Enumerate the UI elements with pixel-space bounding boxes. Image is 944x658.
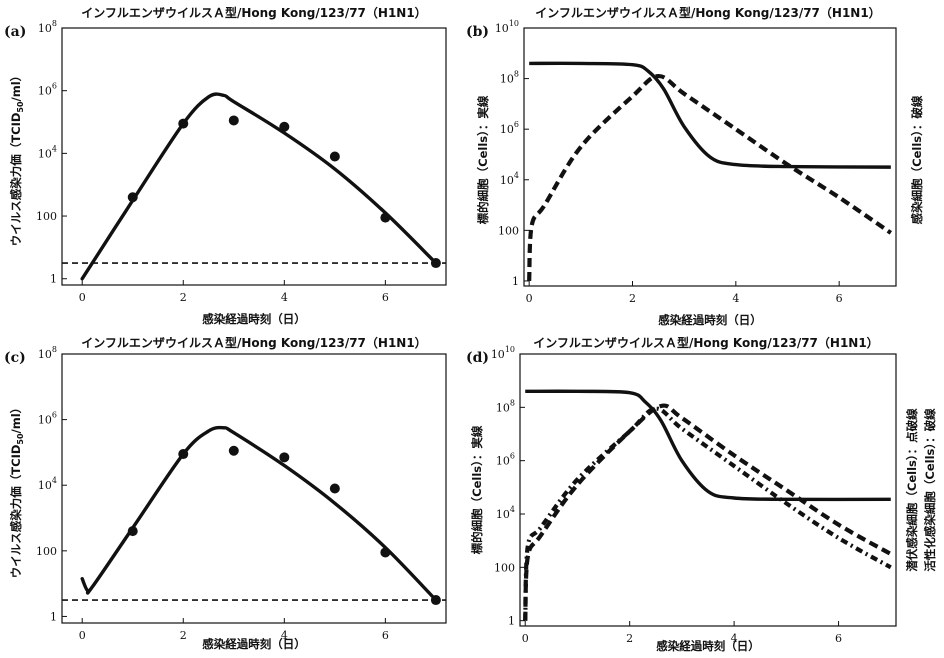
data-point (127, 192, 138, 203)
panel-d: (d) インフルエンザウイルスＡ型/Hong Kong/123/77（H1N1）… (466, 335, 937, 653)
panel-d-frame (519, 353, 897, 627)
y-tick-label: 100 (36, 545, 57, 558)
panel-b-plot: 0 2 4 6 1 100 104 106 108 1010 (495, 19, 893, 305)
panel-c-frame (61, 353, 447, 624)
y-tick-label: 106 (496, 452, 515, 468)
data-point (228, 115, 239, 126)
panel-a: (a) インフルエンザウイルスＡ型/Hong Kong/123/77（H1N1）… (4, 5, 447, 326)
y-tick-label: 104 (500, 171, 519, 187)
x-tick-label: 6 (382, 629, 389, 642)
y-tick-label: 106 (500, 120, 519, 136)
panel-b-xlabel: 感染経過時刻（日） (658, 313, 762, 327)
y-tick-label: 100 (494, 561, 515, 574)
data-point (430, 258, 441, 269)
series-line-dashdot (523, 406, 892, 621)
panel-b-title: インフルエンザウイルスＡ型/Hong Kong/123/77（H1N1） (535, 5, 880, 20)
data-point (127, 526, 138, 537)
panel-label-a: (a) (4, 24, 26, 40)
x-tick-label: 2 (180, 291, 187, 304)
y-tick-label: 1 (508, 615, 515, 628)
panel-a-ylabel: ウイルス感染力価（TCID50/ml） (9, 70, 25, 246)
x-tick-label: 6 (835, 632, 842, 645)
x-tick-label: 0 (522, 632, 529, 645)
x-tick-label: 0 (526, 292, 533, 305)
x-tick-label: 2 (626, 632, 633, 645)
x-tick-label: 4 (281, 291, 288, 304)
y-tick-label: 104 (38, 144, 57, 160)
x-tick-label: 4 (281, 629, 288, 642)
x-tick-label: 6 (382, 291, 389, 304)
data-point (430, 595, 441, 606)
model-curve (80, 425, 438, 602)
y-tick-label: 108 (38, 19, 57, 35)
panel-d-ylabel-right-2: 活性化感染細胞（Cells）：破線 (923, 408, 937, 572)
y-tick-label: 108 (38, 345, 57, 361)
x-tick-label: 4 (731, 632, 738, 645)
panel-label-d: (d) (466, 350, 489, 366)
model-curve (80, 92, 438, 281)
y-tick-label: 1010 (491, 345, 515, 361)
panel-a-plot: 0 2 4 6 1 100 104 106 108 (36, 19, 446, 304)
x-tick-label: 6 (836, 292, 843, 305)
data-point (279, 452, 290, 463)
series-line-solid (525, 389, 891, 502)
x-tick-label: 4 (732, 292, 739, 305)
data-point (329, 151, 340, 162)
x-tick-label: 2 (180, 629, 187, 642)
panel-b-frame (523, 27, 897, 287)
panel-label-c: (c) (4, 350, 26, 366)
y-tick-label: 100 (498, 224, 519, 237)
panel-b: (b) インフルエンザウイルスＡ型/Hong Kong/123/77（H1N1）… (466, 5, 924, 327)
panel-c-ylabel: ウイルス感染力価（TCID50/ml） (9, 402, 25, 578)
panel-b-ylabel-right: 感染細胞（Cells）：破線 (910, 95, 924, 224)
series-line-dashed (523, 403, 892, 621)
series-line-dashed (527, 73, 893, 282)
y-tick-label: 106 (38, 82, 57, 98)
data-point (178, 118, 189, 129)
y-tick-label: 108 (500, 70, 519, 86)
panel-label-b: (b) (466, 24, 489, 40)
data-point (380, 212, 391, 223)
x-tick-label: 0 (79, 291, 86, 304)
data-point (380, 547, 391, 558)
series-line-solid (529, 61, 891, 169)
x-tick-label: 0 (79, 629, 86, 642)
data-point (329, 483, 340, 494)
panel-d-title: インフルエンザウイルスＡ型/Hong Kong/123/77（H1N1） (533, 335, 878, 350)
x-tick-label: 2 (629, 292, 636, 305)
panel-a-frame (61, 27, 447, 286)
y-tick-label: 1 (50, 273, 57, 286)
y-tick-label: 100 (36, 210, 57, 223)
y-tick-label: 106 (38, 411, 57, 427)
panel-a-title: インフルエンザウイルスＡ型/Hong Kong/123/77（H1N1） (81, 5, 426, 20)
panel-c-xlabel: 感染経過時刻（日） (202, 637, 306, 651)
y-tick-label: 1 (512, 275, 519, 288)
data-point (279, 121, 290, 132)
y-tick-label: 108 (496, 398, 515, 414)
panel-c-plot: 0 2 4 6 1 100 104 106 108 (36, 345, 446, 642)
panel-b-ylabel: 標的細胞（Cells）：実線 (476, 95, 490, 224)
panel-d-ylabel-right-1: 潜伏感染細胞（Cells）：点破線 (905, 408, 919, 572)
panel-d-plot: 0 2 4 6 1 100 104 106 108 1010 (491, 345, 892, 645)
y-tick-label: 1 (50, 610, 57, 623)
panel-c: (c) インフルエンザウイルスＡ型/Hong Kong/123/77（H1N1）… (4, 335, 447, 651)
y-tick-label: 104 (38, 476, 57, 492)
panel-d-xlabel: 感染経過時刻（日） (656, 639, 760, 653)
panel-a-xlabel: 感染経過時刻（日） (202, 312, 306, 326)
panel-c-title: インフルエンザウイルスＡ型/Hong Kong/123/77（H1N1） (81, 335, 426, 350)
y-tick-label: 104 (496, 505, 515, 521)
panel-d-ylabel: 標的細胞（Cells）：実線 (470, 425, 484, 554)
data-point (178, 449, 189, 460)
y-tick-label: 1010 (495, 19, 519, 35)
data-point (228, 445, 239, 456)
